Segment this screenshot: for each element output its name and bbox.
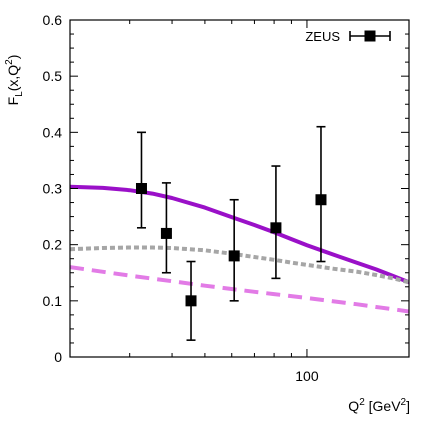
x-axis-title-sup: 2 (359, 397, 365, 408)
curve-dashed (70, 265, 409, 314)
legend: ZEUS (305, 29, 391, 44)
x-tick-label: 100 (295, 368, 319, 384)
y-axis-title-post: ) (5, 55, 21, 60)
data-point (135, 131, 147, 229)
data-point (160, 182, 172, 274)
square-marker (270, 222, 282, 234)
curve-dotted (70, 245, 409, 285)
y-axis-title-sub: L (14, 91, 25, 97)
y-axis-title-sup: 2 (4, 59, 15, 65)
y-axis-title: FL(x,Q2) (4, 55, 25, 106)
data-point (185, 260, 197, 341)
y-axis-title-pre: F (5, 97, 21, 106)
y-axis-title-mid: (x,Q (5, 65, 21, 92)
y-tick-label: 0.5 (43, 68, 63, 84)
x-axis-title-unit-open: [GeV (365, 398, 401, 414)
x-axis-title-unit-close: ] (406, 398, 410, 414)
square-marker (185, 295, 197, 307)
square-marker (228, 250, 240, 262)
square-marker (135, 183, 147, 194)
y-tick-label: 0.6 (43, 12, 63, 28)
x-axis-title-base: Q (348, 398, 359, 414)
legend-label: ZEUS (305, 29, 340, 44)
y-tick-label: 0.1 (43, 293, 63, 309)
square-marker (160, 227, 172, 239)
legend-marker (364, 30, 376, 42)
y-tick-label: 0.4 (43, 124, 63, 140)
x-axis-title: Q2 [GeV2] (348, 397, 410, 414)
curve-solid (70, 184, 409, 285)
y-tick-label: 0.2 (43, 237, 63, 253)
data-point (315, 125, 327, 263)
y-tick-label: 0.3 (43, 181, 63, 197)
data-point (270, 165, 282, 280)
x-axis-title-unit-sup: 2 (401, 397, 407, 408)
square-marker (315, 194, 327, 206)
data-point (228, 198, 240, 302)
axis-ticks: 0 0.1 0.2 0.3 0.4 0.5 0.6 100 (43, 12, 409, 384)
zeus-data-points (135, 125, 327, 341)
theory-curves (70, 184, 409, 314)
y-tick-label: 0 (54, 349, 62, 365)
